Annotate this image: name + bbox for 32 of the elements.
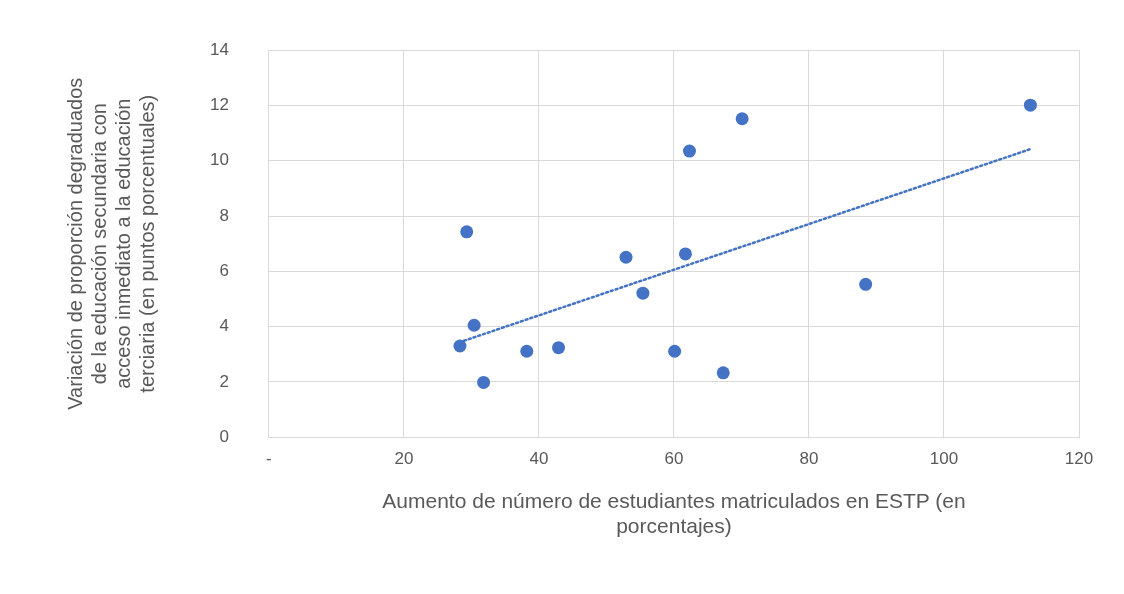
y-axis-title: Variación de proporción degraduados de la educación secundaria con acceso inmediato a la educación terciaria (en puntos porcentuales) <box>63 77 158 410</box>
point <box>467 318 481 332</box>
x-tick-label: 80 <box>799 449 819 469</box>
x-axis-title: Aumento de número de estudiantes matriculados en ESTP (en porcentajes) <box>382 489 966 538</box>
point <box>678 247 692 261</box>
point <box>716 366 730 380</box>
point <box>520 344 534 358</box>
point <box>460 225 474 239</box>
y-tick-label: 12 <box>209 95 229 115</box>
point <box>636 286 650 300</box>
y-tick-label: 8 <box>219 205 229 225</box>
x-tick-label: 20 <box>394 449 414 469</box>
y-tick-label: 4 <box>219 316 229 336</box>
y-tick-label: 14 <box>209 39 229 59</box>
x-tick-label: 60 <box>664 449 684 469</box>
point <box>859 277 873 291</box>
y-tick-label: 6 <box>219 261 229 281</box>
point <box>477 375 491 389</box>
point <box>682 144 696 158</box>
point <box>735 112 749 126</box>
point <box>453 339 467 353</box>
x-tick-label: 40 <box>529 449 549 469</box>
y-tick-label: 10 <box>209 150 229 170</box>
x-tick-label: 120 <box>1064 449 1094 469</box>
y-tick-label: 0 <box>219 426 229 446</box>
x-tick-label: - <box>266 449 272 469</box>
point <box>1023 98 1037 112</box>
point <box>552 341 566 355</box>
y-tick-label: 2 <box>219 371 229 391</box>
point <box>668 344 682 358</box>
x-tick-label: 100 <box>929 449 959 469</box>
point <box>619 250 633 264</box>
